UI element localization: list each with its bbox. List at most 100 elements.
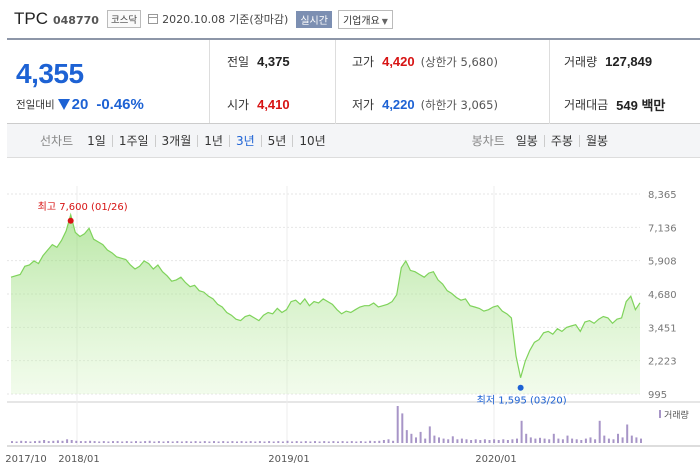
open-label: 시가: [227, 98, 250, 112]
volume-bar: [539, 437, 541, 443]
volume-bar: [75, 440, 78, 443]
volume-bar: [635, 437, 638, 443]
open-value: 4,410: [257, 97, 290, 112]
volume-bar: [548, 439, 551, 443]
high-label: 고가: [352, 55, 375, 69]
volume-bar: [337, 441, 339, 443]
high-annotation: 최고 7,600 (01/26): [38, 201, 128, 213]
volume-bar: [396, 406, 399, 443]
volume-bar: [346, 441, 349, 443]
period-5y[interactable]: 5년: [260, 134, 293, 147]
volume-bar: [415, 437, 417, 443]
volume-bar: [506, 440, 509, 443]
volume: 거래량 127,849: [550, 40, 700, 83]
volume-bar: [387, 439, 390, 443]
volume-bar: [516, 438, 518, 443]
prev-close: 전일 4,375: [227, 40, 336, 83]
volume-bar: [309, 441, 312, 443]
volume-bar: [589, 437, 592, 443]
period-1y[interactable]: 1년: [197, 134, 229, 147]
volume-bar: [392, 440, 395, 443]
current-price-block: 4,355 전일대비 20 -0.46%: [7, 40, 210, 123]
volume-bar: [493, 439, 496, 443]
volume-bar: [594, 439, 597, 443]
realtime-button[interactable]: 실시간: [296, 10, 332, 28]
y-tick-label: 3,451: [648, 323, 677, 334]
candle-weekly[interactable]: 주봉: [543, 134, 579, 147]
volume-bar: [428, 426, 431, 444]
volume-bar: [571, 438, 574, 443]
volume-bar: [162, 441, 165, 443]
price-area: [11, 214, 640, 394]
volume-bar: [121, 441, 124, 443]
volume-bar: [401, 413, 404, 443]
volume-bar: [47, 441, 50, 443]
period-3m[interactable]: 3개월: [154, 134, 198, 147]
amount-value: 549 백만: [616, 98, 666, 113]
volume-bar: [93, 441, 96, 443]
volume-bar: [153, 441, 156, 443]
volume-bar: [213, 441, 215, 443]
high-price: 고가 4,420 (상한가 5,680): [336, 40, 550, 83]
volume-bar: [29, 441, 32, 443]
volume-bar: [171, 441, 174, 443]
volume-bar: [355, 441, 358, 443]
volume-bar: [38, 440, 41, 443]
volume-bar: [11, 441, 13, 443]
volume-bar: [474, 439, 477, 443]
x-tick-label: 2018/01: [58, 454, 100, 465]
volume-bar: [116, 441, 119, 443]
period-3y[interactable]: 3년: [228, 134, 261, 147]
price-chart[interactable]: 8,365 7,136 5,908 4,680 3,451 2,223 995 2017/10…: [0, 158, 700, 474]
volume-bar: [460, 438, 463, 443]
volume-bar: [433, 435, 436, 443]
volume-bar: [240, 441, 243, 443]
volume-bar: [245, 441, 248, 443]
high-marker: [67, 217, 74, 224]
volume-bar: [34, 441, 36, 443]
period-10y[interactable]: 10년: [292, 134, 331, 147]
volume-bar: [107, 441, 110, 443]
volume-bar: [20, 440, 23, 443]
volume-bar: [630, 435, 633, 443]
volume-bar: [607, 438, 610, 443]
candle-daily[interactable]: 일봉: [515, 133, 538, 148]
volume-bar: [135, 441, 137, 443]
candle-monthly[interactable]: 월봉: [578, 134, 614, 147]
volume-bar: [190, 441, 193, 443]
volume-bar: [254, 441, 257, 443]
low-price: 저가 4,220 (하한가 3,065): [336, 83, 550, 126]
volume-bar: [424, 438, 427, 443]
volume-bar: [236, 441, 238, 443]
period-1d[interactable]: 1일: [87, 133, 106, 148]
corp-overview-button[interactable]: 기업개요 ▼: [337, 9, 393, 29]
volume-bar: [56, 440, 59, 443]
period-1w[interactable]: 1주일: [111, 134, 155, 147]
volume-bar: [557, 438, 560, 443]
volume-bar: [502, 439, 505, 443]
volume-bar: [277, 441, 280, 443]
volume-bar: [612, 439, 615, 443]
volume-bar: [405, 430, 408, 443]
volume-bar: [543, 438, 546, 443]
volume-bar: [465, 439, 468, 443]
volume-bar: [222, 441, 225, 443]
volume-bar: [226, 441, 229, 443]
candle-chart-label: 봉차트: [471, 134, 505, 148]
volume-bar: [185, 441, 188, 443]
stock-header: TPC 048770 코스닥 2020.10.08 기준(장마감) 실시간 기업…: [0, 0, 700, 38]
change-label: 전일대비: [16, 99, 55, 111]
corp-overview-label: 기업개요: [342, 15, 380, 27]
volume-legend-label: 거래량: [664, 409, 689, 421]
volume-bar: [314, 441, 316, 443]
x-tick-label: 2017/10: [5, 454, 47, 465]
volume-bar: [291, 441, 294, 443]
volume-bar: [84, 441, 87, 443]
current-price: 4,355: [16, 58, 84, 89]
volume-bar: [566, 435, 569, 443]
change-row: 전일대비 20 -0.46%: [16, 96, 209, 113]
volume-bar: [157, 441, 160, 443]
volume-bar: [341, 441, 344, 443]
volume-bar: [410, 433, 413, 444]
volume-bar: [249, 441, 252, 443]
